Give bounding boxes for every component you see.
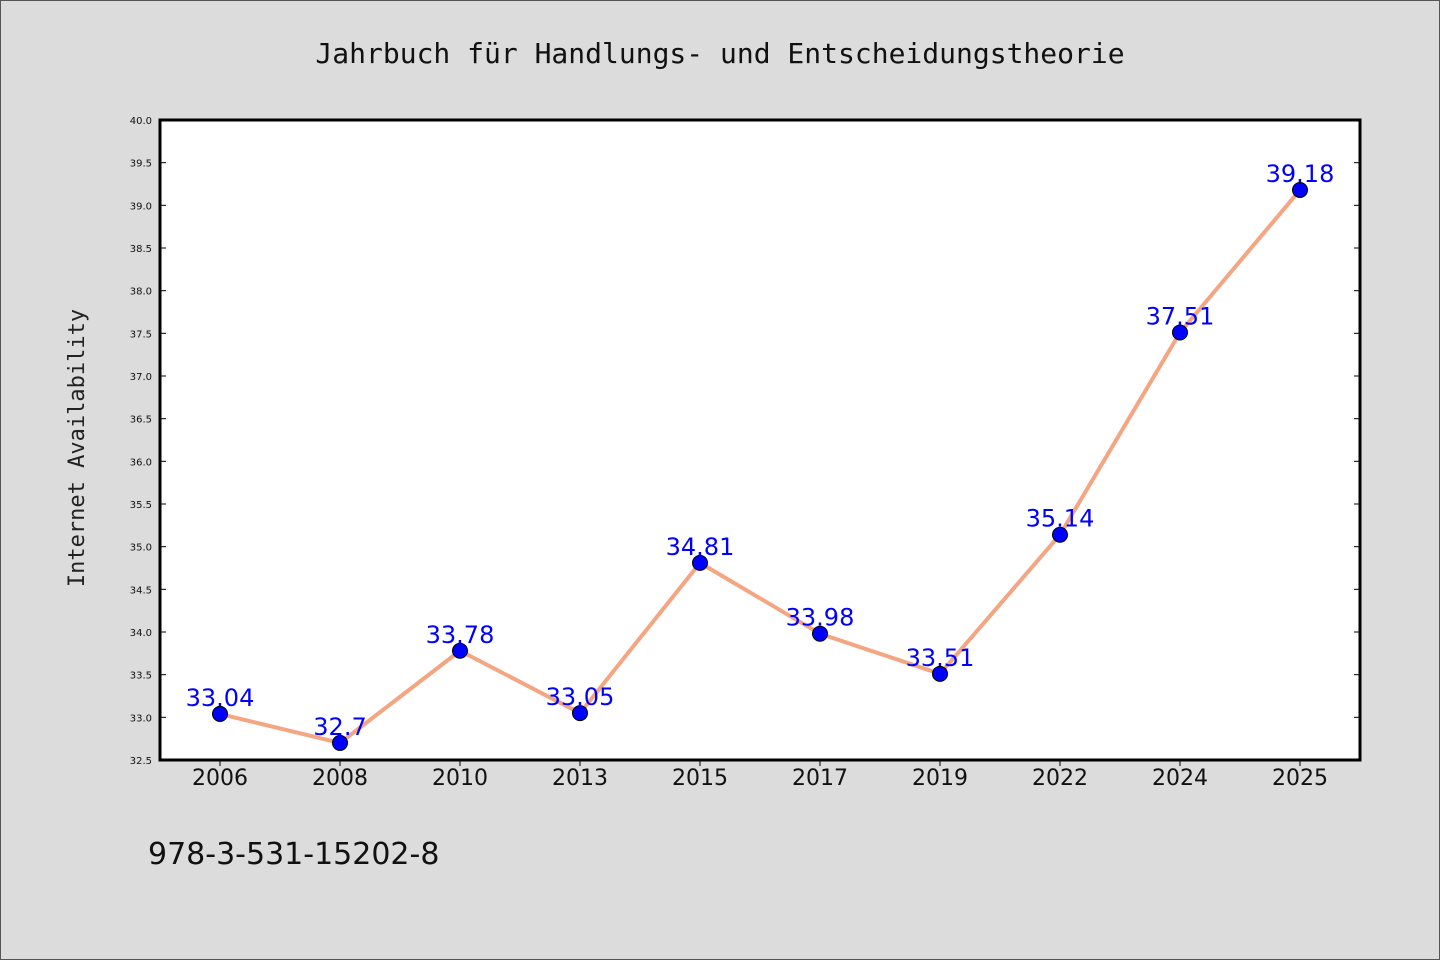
chart-title: Jahrbuch für Handlungs- und Entscheidung… <box>315 37 1124 70</box>
y-tick-label: 33.5 <box>130 671 152 682</box>
x-tick-label: 2010 <box>432 766 488 791</box>
data-point <box>1052 526 1068 543</box>
x-tick-label: 2006 <box>192 766 248 791</box>
data-labels-group: 33.04 32.7 33.78 33.05 34.81 33.98 33.51 35.14 3… <box>186 160 1335 741</box>
y-tick-label: 39.5 <box>130 159 152 170</box>
data-point <box>212 705 228 722</box>
data-points-group <box>212 181 1308 751</box>
isbn-footer: 978-3-531-15202-8 <box>148 837 439 872</box>
x-tick-label: 2022 <box>1032 766 1088 791</box>
data-point <box>812 625 828 642</box>
x-axis-ticks: 2006 2008 2010 2013 2015 2017 2019 2022 2024 2025 <box>192 760 1328 791</box>
y-tick-label: 35.0 <box>130 543 152 554</box>
y-tick-label: 39.0 <box>130 201 152 212</box>
data-label: 33.05 <box>546 683 615 711</box>
x-tick-label: 2015 <box>672 766 728 791</box>
data-label: 37.51 <box>1146 302 1215 330</box>
x-tick-label: 2008 <box>312 766 368 791</box>
x-tick-label: 2019 <box>912 766 968 791</box>
data-label: 33.04 <box>186 684 255 712</box>
data-point <box>932 665 948 682</box>
series-line-group <box>218 187 1302 745</box>
y-tick-label: 37.0 <box>130 372 152 383</box>
y-tick-label: 38.0 <box>130 287 152 298</box>
data-label: 33.51 <box>906 644 975 672</box>
x-tick-label: 2025 <box>1272 766 1328 791</box>
y-tick-label: 34.0 <box>130 628 152 639</box>
x-tick-label: 2024 <box>1152 766 1208 791</box>
data-point <box>1292 181 1308 198</box>
data-point <box>572 705 588 722</box>
data-label: 33.78 <box>426 621 495 649</box>
y-tick-label: 35.5 <box>130 500 152 511</box>
data-point <box>452 642 468 659</box>
y-tick-label: 36.5 <box>130 415 152 426</box>
x-tick-label: 2017 <box>792 766 848 791</box>
y-tick-label: 34.5 <box>130 585 152 596</box>
data-label: 32.7 <box>313 713 366 741</box>
y-tick-label: 37.5 <box>130 329 152 340</box>
data-point <box>332 734 348 751</box>
plot-area <box>158 118 1362 762</box>
data-label: 35.14 <box>1026 505 1095 533</box>
data-label: 34.81 <box>666 533 735 561</box>
y-tick-label: 32.5 <box>130 756 152 767</box>
data-point <box>692 554 708 571</box>
y-axis-ticks: 32.5 33.0 33.5 34.0 34.5 35.0 35.5 36.0 36.5 37.0… <box>130 116 1360 767</box>
series-line <box>218 187 1302 745</box>
data-point <box>1172 324 1188 341</box>
y-tick-label: 40.0 <box>130 116 152 127</box>
data-label: 39.18 <box>1266 160 1335 188</box>
x-tick-label: 2013 <box>552 766 608 791</box>
y-tick-label: 33.0 <box>130 713 152 724</box>
y-tick-label: 36.0 <box>130 457 152 468</box>
data-label: 33.98 <box>786 604 855 632</box>
y-axis-label: Internet Availability <box>65 309 90 587</box>
y-tick-label: 38.5 <box>130 244 152 255</box>
